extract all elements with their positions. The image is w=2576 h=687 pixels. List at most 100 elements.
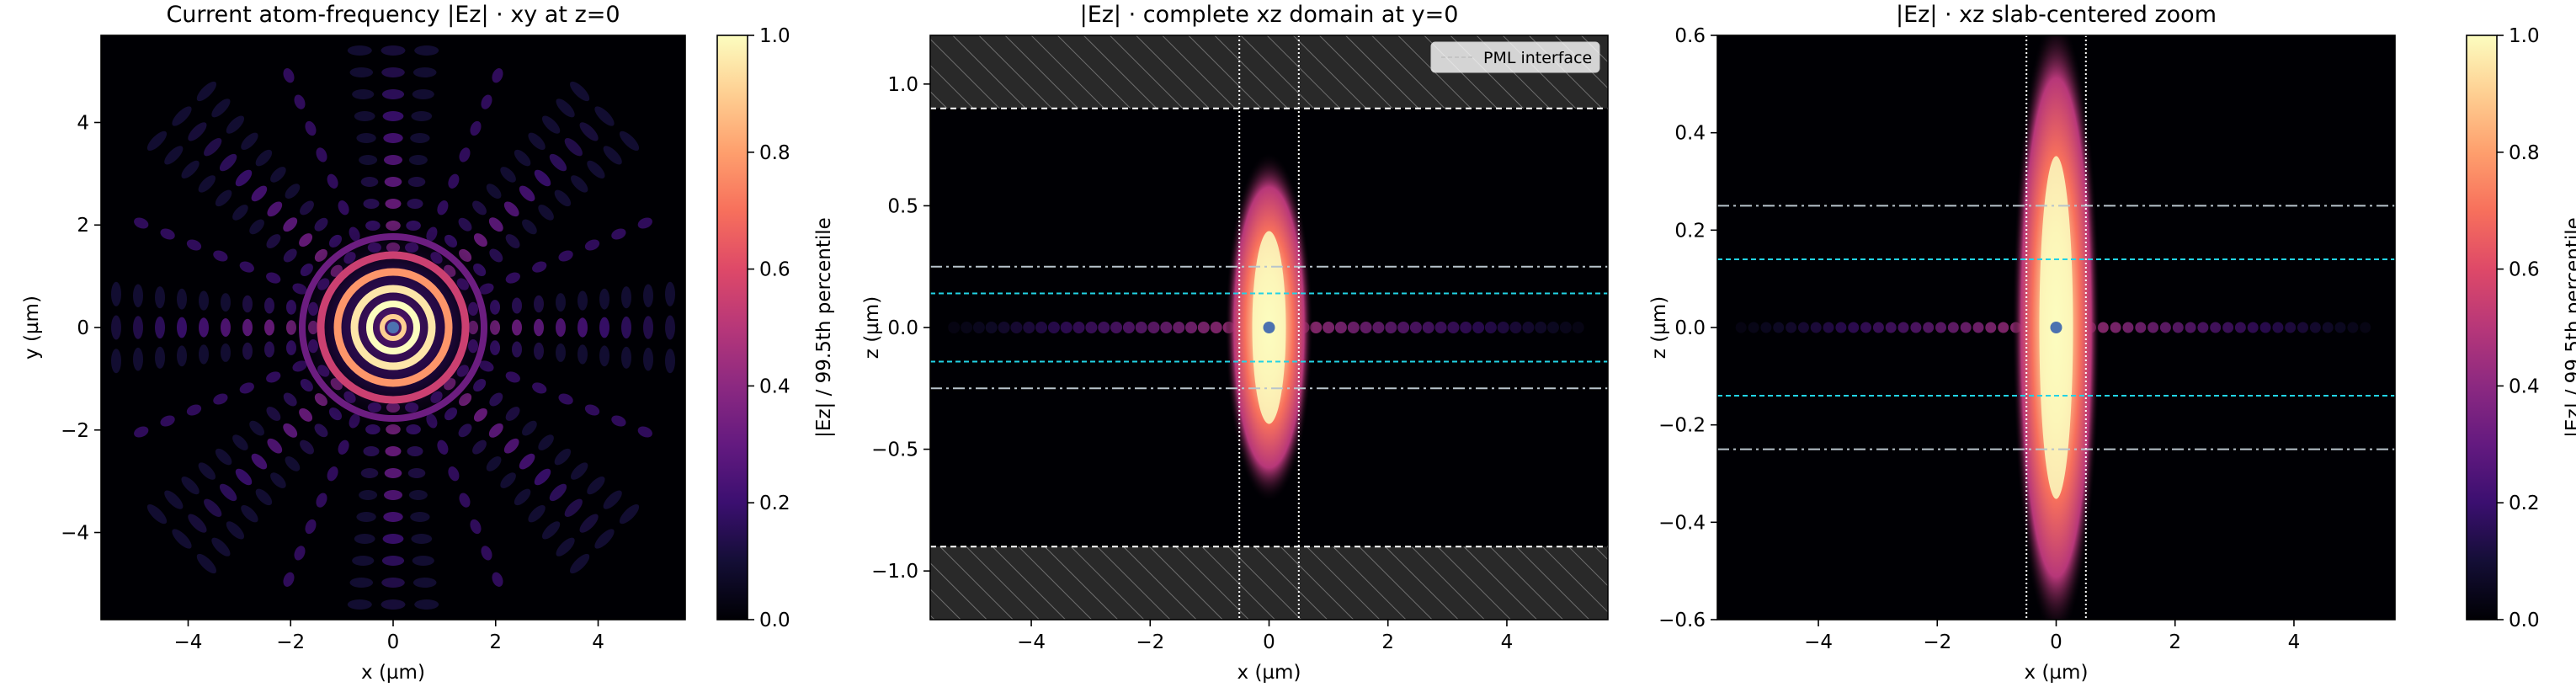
field-lobe (665, 349, 675, 374)
field-lobe (181, 476, 200, 495)
field-lobe (410, 512, 430, 522)
field-lobe (458, 423, 472, 438)
field-lobe (270, 472, 286, 488)
field-lobe (338, 200, 349, 216)
colorbar-label: |Ez| / 99.5th percentile (2563, 217, 2576, 438)
field-lobe (407, 199, 423, 209)
field-lobe (221, 318, 231, 337)
colorbar: 0.0 0.2 0.4 0.6 0.8 1.0 |Ez| / 99.5th percenti… (2466, 25, 2576, 631)
field-lobe (352, 556, 375, 566)
field-lobe (349, 67, 374, 77)
heatmap-image (1717, 35, 2395, 620)
field-lobe (556, 293, 566, 312)
field-lobe (196, 553, 217, 574)
y-tick-label: 0.0 (887, 317, 918, 339)
field-lobe (412, 578, 437, 588)
x-tick-label: 0 (2050, 631, 2062, 653)
y-tick-label: 2 (77, 215, 89, 237)
field-lobe (356, 133, 376, 143)
field-lobe (556, 343, 566, 362)
field-lobe (414, 45, 439, 56)
field-lobe (621, 286, 631, 309)
field-lobe (569, 553, 590, 574)
field-lobe (611, 415, 626, 427)
chart-title: Current atom-frequency |Ez| · xy at z=0 (166, 2, 620, 28)
field-lobe (283, 248, 297, 263)
field-lobe (473, 233, 487, 248)
field-lobe (354, 111, 375, 121)
field-lobe (505, 234, 520, 248)
field-lobe (381, 556, 405, 566)
field-lobe (89, 280, 99, 306)
y-tick-label: 0 (77, 317, 89, 339)
field-lobe (239, 382, 254, 394)
field-lobe (522, 420, 537, 436)
field-lobe (133, 284, 143, 308)
field-ring (380, 314, 407, 341)
field-lobe (505, 272, 520, 284)
colorbar-tick-label: 1.0 (2509, 25, 2540, 47)
field-lobe (486, 456, 502, 471)
field-lobe (283, 392, 297, 407)
field-lobe (314, 423, 328, 438)
field-lobe (204, 498, 222, 517)
field-lobe (199, 290, 209, 311)
field-lobe (643, 347, 653, 371)
field-lobe (534, 318, 544, 337)
field-lobe (146, 130, 168, 152)
field-lobe (199, 344, 209, 365)
field-lobe (211, 537, 231, 557)
field-lobe (470, 120, 482, 136)
field-lobe (584, 404, 600, 416)
field-lobe (235, 169, 253, 187)
pml-hatch (930, 546, 1608, 620)
colorbar-tick-label: 1.0 (759, 25, 790, 47)
field-lobe (577, 317, 588, 338)
field-lobe (549, 153, 567, 172)
field-lobe (459, 147, 471, 162)
field-lobe (172, 106, 192, 126)
central-rings (299, 233, 487, 422)
field-lobe (146, 503, 168, 525)
x-tick-label: 0 (1263, 631, 1275, 653)
field-lobe (226, 521, 245, 540)
colorbar-gradient (716, 35, 748, 620)
field-lobe (687, 315, 697, 341)
field-lobe (381, 45, 406, 56)
field-lobe (492, 572, 503, 587)
field-lobe (232, 434, 248, 450)
field-lobe (359, 155, 378, 165)
field-lobe (266, 371, 281, 383)
field-lobe (621, 316, 631, 339)
field-lobe (486, 184, 502, 199)
field-lobe (556, 99, 575, 118)
field-lobe (534, 342, 544, 360)
field-lobe (500, 167, 516, 183)
y-tick-label: 4 (77, 112, 89, 134)
field-lobe (519, 185, 535, 202)
field-lobe (459, 493, 471, 508)
field-lobe (541, 115, 561, 134)
y-tick-label: −2 (61, 420, 89, 442)
legend: PML interface (1430, 41, 1600, 73)
field-lobe (599, 345, 609, 367)
field-lobe (577, 344, 588, 365)
field-lobe (305, 120, 317, 136)
field-lobe (407, 468, 426, 478)
field-lobe (164, 490, 184, 509)
field-lobe (242, 342, 253, 360)
field-lobe (472, 200, 487, 216)
field-lobe (111, 349, 121, 374)
field-lobe (534, 169, 551, 187)
field-lobe (383, 512, 403, 522)
field-lobe (219, 153, 237, 172)
field-lobe (283, 423, 298, 438)
field-lobe (571, 462, 588, 480)
y-axis-label: y (µm) (21, 296, 43, 359)
field-lobe (382, 111, 404, 121)
y-tick-label: 1.0 (887, 74, 918, 96)
field-lobe (532, 382, 547, 394)
field-lobe (411, 111, 433, 121)
field-lobe (316, 493, 327, 508)
